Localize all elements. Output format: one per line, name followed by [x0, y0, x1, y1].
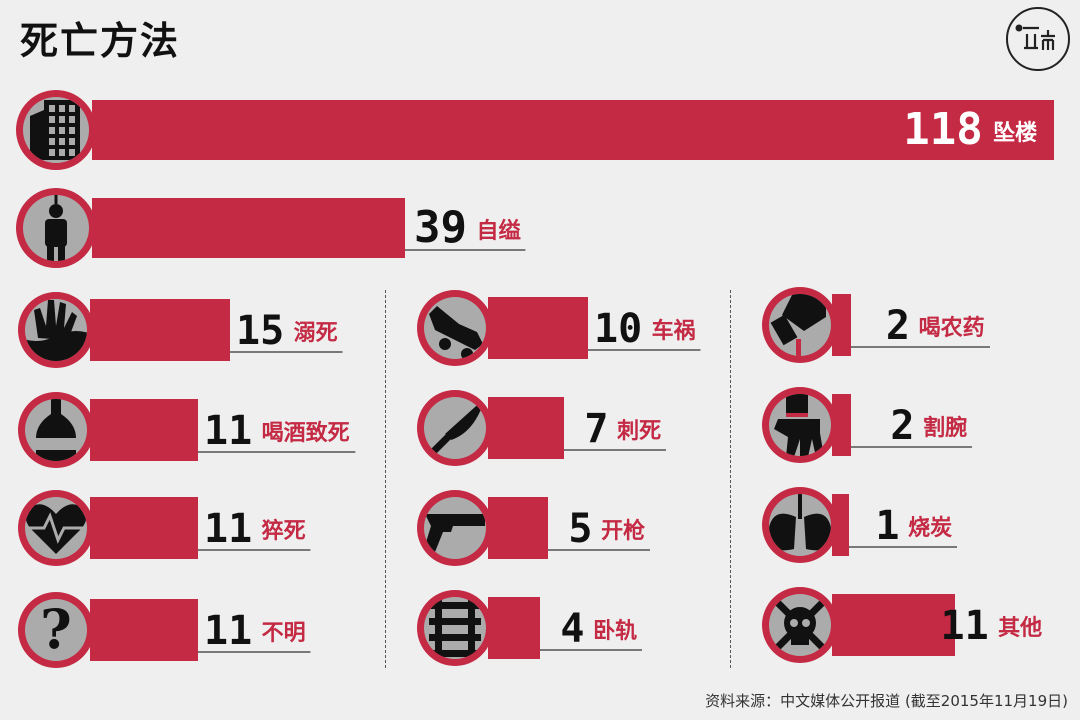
- column-divider-1: [385, 290, 386, 668]
- bottle-icon: [18, 392, 94, 468]
- source-note: 资料来源：中文媒体公开报道 (截至2015年11月19日): [705, 692, 1068, 710]
- bar: [832, 294, 851, 356]
- bar-group: 4 卧轨: [417, 590, 642, 666]
- category-label: 卧轨: [593, 618, 637, 644]
- bar: [832, 394, 851, 456]
- bar: [488, 297, 588, 359]
- category-label: 喝农药: [919, 315, 985, 341]
- bar-group: 15 溺死: [18, 292, 343, 368]
- category-label: 刺死: [617, 419, 661, 444]
- value-label: 11: [204, 608, 252, 654]
- category-label: 割腕: [923, 415, 967, 441]
- bar-group: 10 车祸: [417, 290, 701, 366]
- category-label: 溺死: [294, 321, 338, 346]
- knife-icon: [417, 390, 493, 466]
- value-label: 118: [903, 104, 982, 155]
- bar: [90, 299, 230, 361]
- bar-group: ? 11 不明: [18, 592, 311, 668]
- category-label: 不明: [262, 621, 306, 646]
- bar-group: 2 割腕: [762, 387, 972, 463]
- category-label: 车祸: [652, 318, 696, 344]
- bar: [90, 599, 198, 661]
- lungs-icon: [762, 487, 838, 563]
- bar-group: 5 开枪: [417, 490, 650, 566]
- bar: [832, 494, 849, 556]
- bar: [90, 497, 198, 559]
- value-label: 4: [560, 606, 584, 652]
- category-label: 烧炭: [908, 515, 952, 541]
- bar: [92, 100, 1054, 160]
- category-label: 其他: [998, 616, 1042, 641]
- value-label: 2: [886, 303, 910, 349]
- chart-title: 死亡方法: [20, 19, 181, 63]
- gun-icon: [417, 490, 493, 566]
- bar: [90, 399, 198, 461]
- hanging-icon: [16, 188, 96, 268]
- question-icon: ?: [18, 592, 94, 668]
- bar-group: 11 其他: [762, 587, 1042, 663]
- publisher-logo-icon: [1006, 7, 1070, 71]
- value-label: 11: [204, 408, 252, 454]
- railway-track-icon: [417, 590, 493, 666]
- bar-group: 39 自缢: [16, 188, 526, 268]
- category-label: 自缢: [477, 218, 521, 244]
- heartbeat-icon: [18, 490, 94, 566]
- column-divider-2: [730, 290, 731, 668]
- value-label: 11: [941, 603, 989, 649]
- bar-group: 118 坠楼: [16, 90, 1054, 170]
- bar: [92, 198, 405, 258]
- category-label: 喝酒致死: [262, 420, 350, 446]
- category-label: 坠楼: [993, 121, 1037, 146]
- bar: [832, 594, 955, 656]
- value-label: 2: [890, 403, 914, 449]
- value-label: 10: [594, 306, 642, 352]
- bar: [488, 397, 564, 459]
- bar-group: 2 喝农药: [762, 287, 990, 363]
- value-label: 7: [584, 406, 608, 452]
- skull-crossbones-icon: [762, 587, 838, 663]
- category-label: 猝死: [262, 518, 306, 544]
- bar-group: 11 喝酒致死: [18, 392, 356, 468]
- bar-group: 11 猝死: [18, 490, 311, 566]
- bar-group: 1 烧炭: [762, 487, 957, 563]
- bar-group: 7 刺死: [417, 390, 666, 466]
- drowning-hand-icon: [18, 292, 94, 368]
- svg-text:?: ?: [40, 597, 72, 661]
- value-label: 39: [414, 202, 467, 253]
- pesticide-icon: [762, 287, 838, 363]
- value-label: 15: [236, 308, 284, 354]
- car-crash-icon: [417, 290, 493, 366]
- value-label: 11: [204, 506, 252, 552]
- bar: [488, 597, 540, 659]
- value-label: 1: [875, 503, 899, 549]
- bar: [488, 497, 548, 559]
- cut-wrist-icon: [762, 387, 838, 463]
- building-icon: [16, 90, 96, 170]
- category-label: 开枪: [601, 518, 645, 544]
- value-label: 5: [568, 506, 592, 552]
